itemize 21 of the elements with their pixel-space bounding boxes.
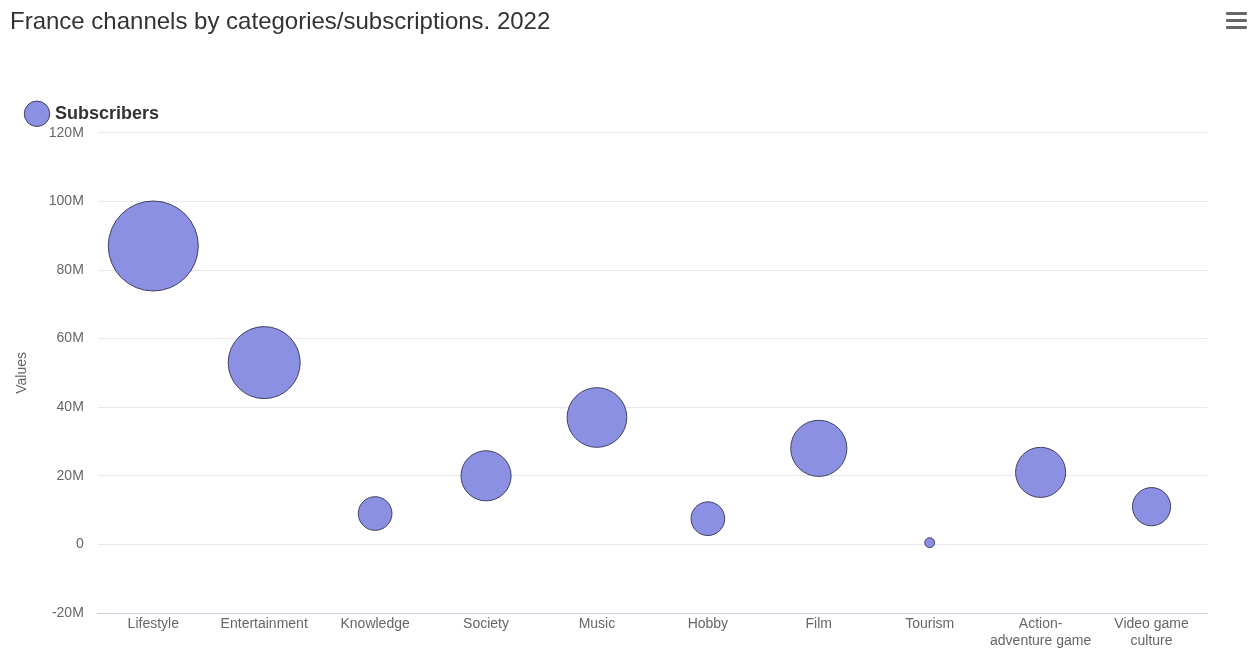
x-tick-label: Entertainment — [220, 615, 308, 632]
y-tick-label: 20M — [56, 466, 84, 483]
x-tick-label: Society — [463, 615, 509, 632]
x-tick-label: Film — [805, 615, 833, 632]
x-tick-label: Tourism — [905, 615, 955, 632]
x-tick-label: Hobby — [687, 615, 729, 632]
y-tick-label: 120M — [48, 123, 84, 140]
y-tick-label: 40M — [56, 398, 84, 415]
y-tick-label: 100M — [48, 192, 84, 209]
y-tick-label: 0 — [76, 535, 85, 552]
y-tick-label: 60M — [56, 329, 84, 346]
x-tick-label: Action-adventure game — [990, 615, 1092, 649]
x-tick-label: Music — [578, 615, 616, 632]
legend-label: Subscribers — [55, 102, 160, 123]
x-tick-label: Knowledge — [340, 615, 410, 632]
x-tick-label: Video game culture — [1114, 615, 1189, 649]
y-tick-label: 80M — [56, 260, 84, 277]
y-tick-label: -20M — [51, 603, 84, 620]
chart-title: France channels by categories/subscriptions. 2022 — [10, 7, 551, 35]
x-tick-label: Lifestyle — [127, 615, 180, 632]
y-axis-title: Values — [13, 352, 30, 394]
